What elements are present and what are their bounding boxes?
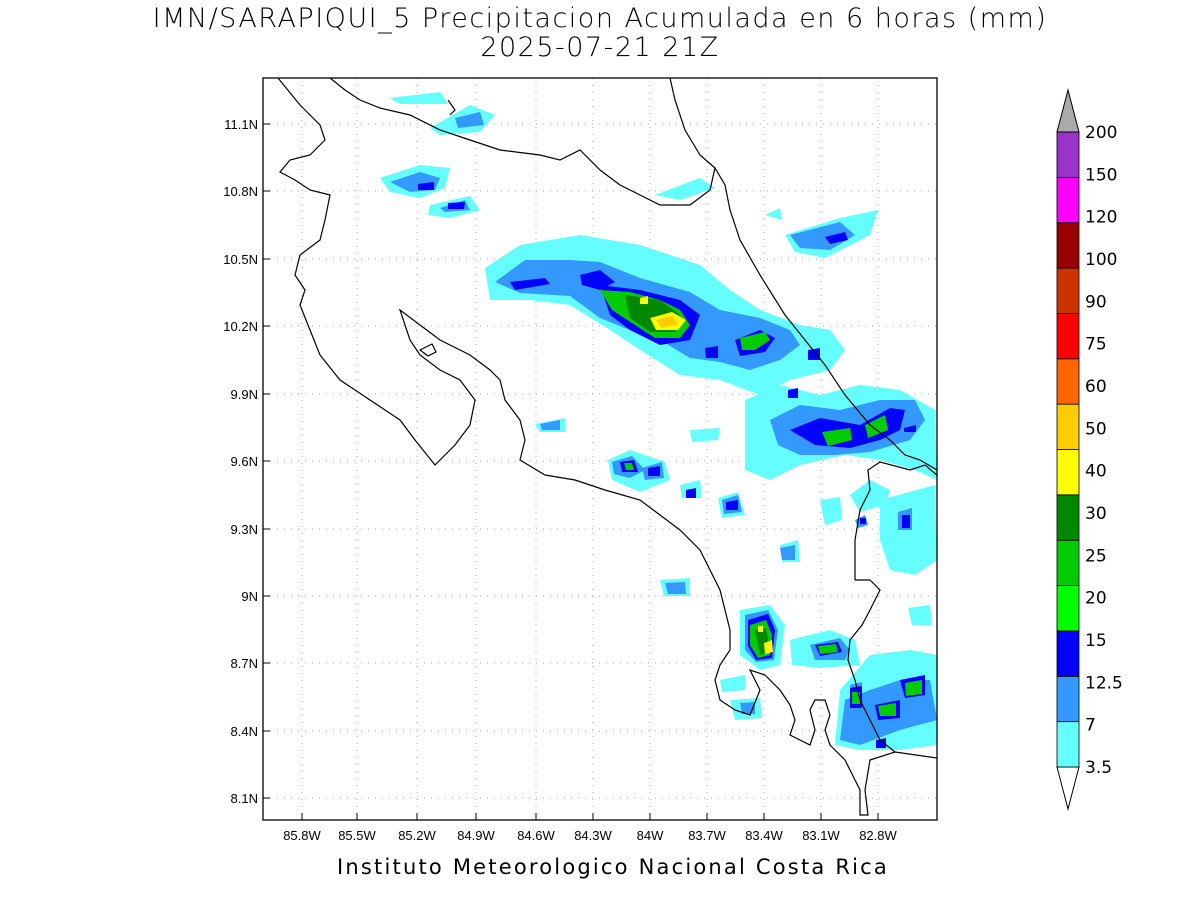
- lat-label: 10.2N: [223, 319, 258, 334]
- colorbar-label: 100: [1085, 250, 1117, 270]
- lon-label: 84W: [637, 828, 664, 843]
- map-frame: [262, 77, 938, 821]
- colorbar-segment: [1056, 267, 1080, 314]
- colorbar-label: 3.5: [1085, 758, 1112, 778]
- colorbar-extend-high: [1056, 88, 1080, 133]
- map-subtitle: 2025-07-21 21Z: [480, 32, 720, 63]
- colorbar-segment: [1056, 131, 1080, 178]
- colorbar-segment: [1056, 675, 1080, 723]
- colorbar-segment: [1056, 630, 1080, 677]
- lon-label: 82.8W: [859, 828, 897, 843]
- colorbar: 3.5 7 12.5 15 20 25 30 40 50 60 75 90 100 120 150 200: [1056, 88, 1123, 811]
- lat-label: 11.1N: [224, 117, 258, 132]
- colorbar-label: 150: [1085, 165, 1117, 185]
- colorbar-segment: [1056, 721, 1080, 768]
- lon-label: 84.6W: [517, 828, 555, 843]
- colorbar-label: 50: [1085, 419, 1107, 439]
- lat-label: 10.5N: [223, 252, 258, 267]
- lat-label: 8.7N: [231, 656, 258, 671]
- colorbar-segment: [1056, 585, 1080, 632]
- lat-label: 8.1N: [231, 791, 258, 806]
- colorbar-label: 90: [1085, 292, 1107, 312]
- colorbar-label: 25: [1085, 546, 1107, 566]
- colorbar-segment: [1056, 539, 1080, 586]
- lon-label: 85.5W: [338, 828, 376, 843]
- colorbar-label: 20: [1085, 589, 1107, 609]
- colorbar-label: 30: [1085, 504, 1107, 524]
- colorbar-segment: [1056, 449, 1080, 496]
- lon-label: 84.3W: [574, 828, 612, 843]
- lat-label: 9.9N: [231, 387, 258, 402]
- colorbar-label: 15: [1085, 631, 1107, 651]
- lat-label: 10.8N: [223, 184, 258, 199]
- precipitation-field: [380, 92, 937, 750]
- colorbar-label: 7: [1085, 716, 1096, 736]
- colorbar-label: 40: [1085, 462, 1107, 482]
- credit-text: Instituto Meteorologico Nacional Costa R…: [337, 855, 889, 879]
- lon-label: 83.7W: [688, 828, 726, 843]
- colorbar-segment: [1056, 222, 1080, 269]
- lon-label: 83.1W: [802, 828, 840, 843]
- lat-label: 9N: [241, 589, 258, 604]
- lat-label: 8.4N: [231, 724, 258, 739]
- map-title: IMN/SARAPIQUI_5 Precipitacion Acumulada …: [152, 3, 1048, 34]
- colorbar-extend-low: [1056, 766, 1080, 811]
- colorbar-segment: [1056, 358, 1080, 405]
- axis-ticks: [263, 123, 879, 820]
- lat-label: 9.6N: [231, 454, 258, 469]
- lon-label: 85.8W: [283, 828, 321, 843]
- colorbar-label: 120: [1085, 208, 1117, 228]
- colorbar-segment: [1056, 313, 1080, 360]
- lon-label: 83.4W: [745, 828, 783, 843]
- lat-label: 9.3N: [231, 522, 258, 537]
- colorbar-label: 12.5: [1085, 673, 1123, 693]
- coastline: [277, 78, 937, 816]
- colorbar-label: 200: [1085, 123, 1117, 143]
- colorbar-segment: [1056, 403, 1080, 450]
- colorbar-label: 60: [1085, 377, 1107, 397]
- colorbar-segment: [1056, 176, 1080, 224]
- colorbar-label: 75: [1085, 335, 1107, 355]
- colorbar-segment: [1056, 494, 1080, 541]
- lon-label: 84.9W: [457, 828, 495, 843]
- lon-label: 85.2W: [398, 828, 436, 843]
